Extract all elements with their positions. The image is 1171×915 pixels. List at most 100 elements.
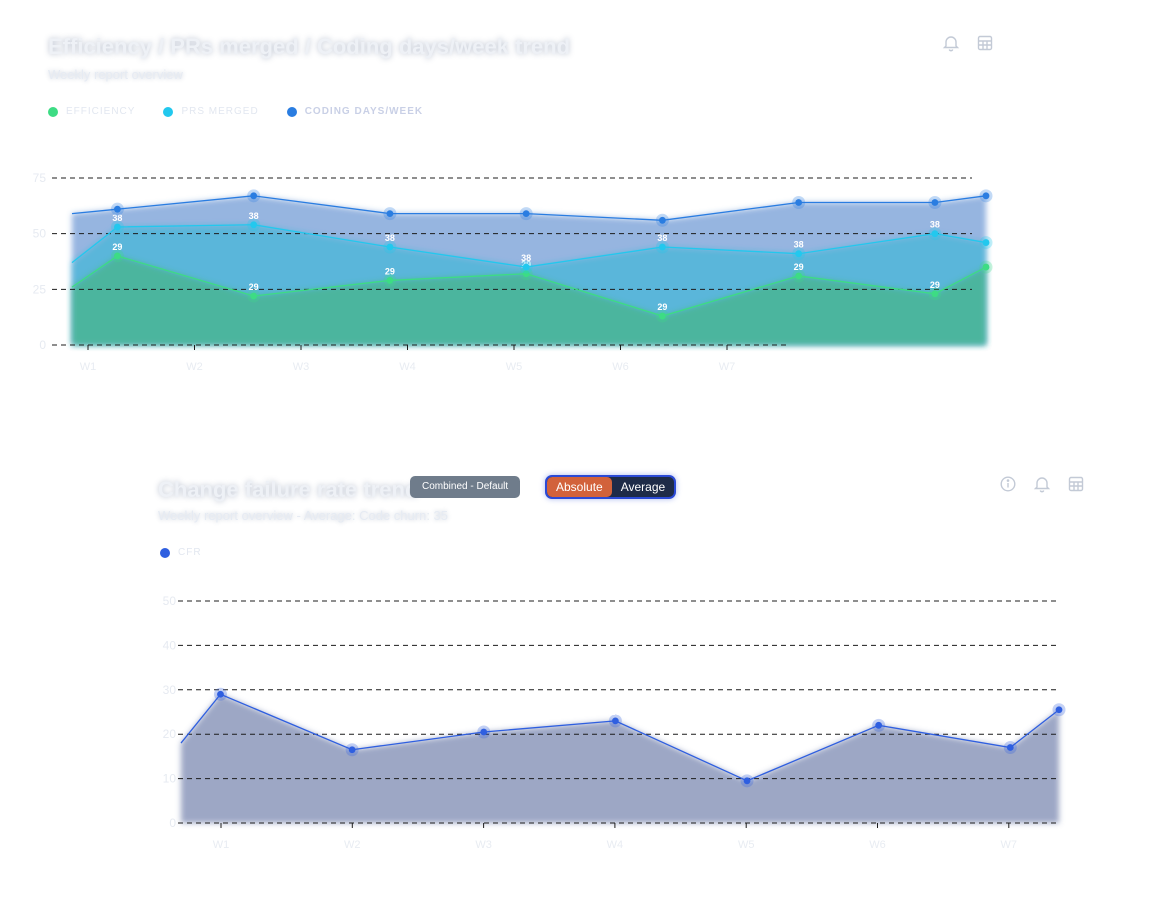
x-tick-label: W5	[738, 839, 755, 851]
data-label: 38	[930, 220, 940, 230]
chart1-subtitle: Weekly report overview	[48, 67, 183, 82]
series-area-cfr	[181, 694, 1059, 823]
data-point	[982, 192, 990, 200]
legend-label: CFR	[178, 547, 202, 558]
data-label: 29	[610, 707, 620, 717]
data-point	[795, 199, 803, 206]
data-label: 29	[657, 302, 667, 312]
data-point	[114, 205, 121, 213]
y-tick-label: 20	[163, 727, 177, 741]
combined-default-chip[interactable]: Combined - Default	[410, 476, 521, 498]
bell-icon[interactable]	[940, 32, 962, 54]
data-point	[348, 746, 356, 754]
x-tick-label: W4	[399, 361, 416, 373]
data-label: 38	[794, 240, 804, 250]
table-icon[interactable]	[1065, 473, 1087, 495]
average-toggle-option[interactable]: Average	[620, 480, 666, 494]
data-point	[250, 192, 258, 200]
legend-label: CODING DAYS/WEEK	[304, 106, 424, 117]
chart2-actions	[997, 473, 1087, 495]
data-point	[875, 721, 883, 729]
data-point	[743, 777, 751, 785]
chart2-legend: CFR	[160, 547, 202, 558]
absolute-average-toggle: Absolute Average	[545, 475, 677, 499]
legend-dot	[286, 106, 297, 117]
data-label: 29	[112, 242, 122, 252]
chart1-plot: 0255075W1W2W3W4W5W6W72929292929292938383…	[33, 171, 993, 373]
data-point	[659, 216, 666, 224]
data-label: 38	[249, 211, 259, 221]
data-point	[1055, 706, 1063, 714]
chart2-title: Change failure rate trend	[158, 477, 419, 502]
x-tick-label: W1	[80, 361, 97, 373]
data-point	[795, 272, 803, 280]
y-tick-label: 25	[33, 282, 47, 296]
table-icon[interactable]	[974, 32, 996, 54]
chart2-plot: 0 10 20 30 40 50 W1 W2 W3 W4 W5 W6 W7 29	[163, 594, 1066, 851]
x-tick-label: W4	[607, 839, 624, 851]
x-tick-label: W5	[506, 361, 523, 373]
absolute-toggle-option[interactable]: Absolute	[547, 477, 612, 497]
x-tick-label: W2	[186, 361, 203, 373]
data-label: 38	[385, 233, 395, 243]
data-point	[522, 263, 530, 271]
x-tick-label: W1	[213, 839, 230, 851]
data-point	[659, 312, 666, 320]
x-tick-label: W2	[344, 839, 361, 851]
data-label: 29	[794, 262, 804, 272]
chart2-subtitle: Weekly report overview - Average: Code c…	[158, 508, 448, 523]
x-tick-label: W6	[612, 361, 629, 373]
x-tick-label: W7	[1001, 839, 1018, 851]
legend-dot	[48, 106, 58, 117]
y-tick-label: 40	[163, 638, 177, 652]
data-point	[250, 292, 258, 300]
data-point	[114, 223, 121, 231]
y-tick-label: 30	[163, 683, 177, 697]
x-tick-label: W7	[719, 361, 736, 373]
data-label: 29	[385, 266, 395, 276]
data-point	[1006, 744, 1014, 751]
x-tick-label: W6	[869, 839, 886, 851]
data-point	[386, 243, 394, 251]
data-point	[522, 270, 530, 278]
legend-item-prs-merged[interactable]: PRS MERGED	[163, 106, 258, 117]
y-tick-label: 0	[169, 816, 176, 830]
data-point	[386, 277, 394, 284]
data-point	[250, 221, 258, 229]
y-tick-label: 75	[33, 171, 47, 185]
legend-dot	[163, 106, 174, 117]
legend-label: EFFICIENCY	[66, 106, 136, 117]
data-point	[114, 252, 121, 260]
data-point	[386, 210, 394, 218]
x-tick-label: W3	[475, 839, 492, 851]
data-point	[795, 250, 803, 258]
y-tick-label: 0	[39, 338, 46, 352]
bell-icon[interactable]	[1031, 473, 1053, 495]
data-point	[611, 717, 619, 725]
y-tick-label: 50	[163, 594, 177, 608]
data-point	[931, 199, 939, 206]
legend-label: PRS MERGED	[181, 106, 259, 117]
chart1-actions	[940, 32, 996, 54]
data-label: 38	[112, 213, 122, 223]
data-label: 38	[657, 233, 667, 243]
data-point	[217, 690, 224, 698]
data-point	[659, 243, 666, 251]
data-point	[522, 210, 530, 218]
info-icon[interactable]	[997, 473, 1019, 495]
chart1-legend: EFFICIENCY PRS MERGED CODING DAYS/WEEK	[48, 106, 423, 117]
data-point	[480, 728, 488, 736]
data-point	[982, 239, 990, 246]
legend-item-coding-days[interactable]: CODING DAYS/WEEK	[286, 106, 424, 117]
data-label: 38	[521, 253, 531, 263]
y-tick-label: 10	[163, 772, 177, 786]
legend-dot	[160, 547, 170, 558]
legend-item-cfr[interactable]: CFR	[160, 547, 202, 558]
data-point	[982, 263, 990, 271]
series-area-efficiency	[72, 255, 986, 345]
chart1-title: Efficiency / PRs merged / Coding days/we…	[48, 34, 571, 59]
legend-item-efficiency[interactable]: EFFICIENCY	[48, 106, 135, 117]
data-point	[931, 290, 939, 298]
y-tick-label: 50	[33, 227, 47, 241]
x-tick-label: W3	[293, 361, 310, 373]
